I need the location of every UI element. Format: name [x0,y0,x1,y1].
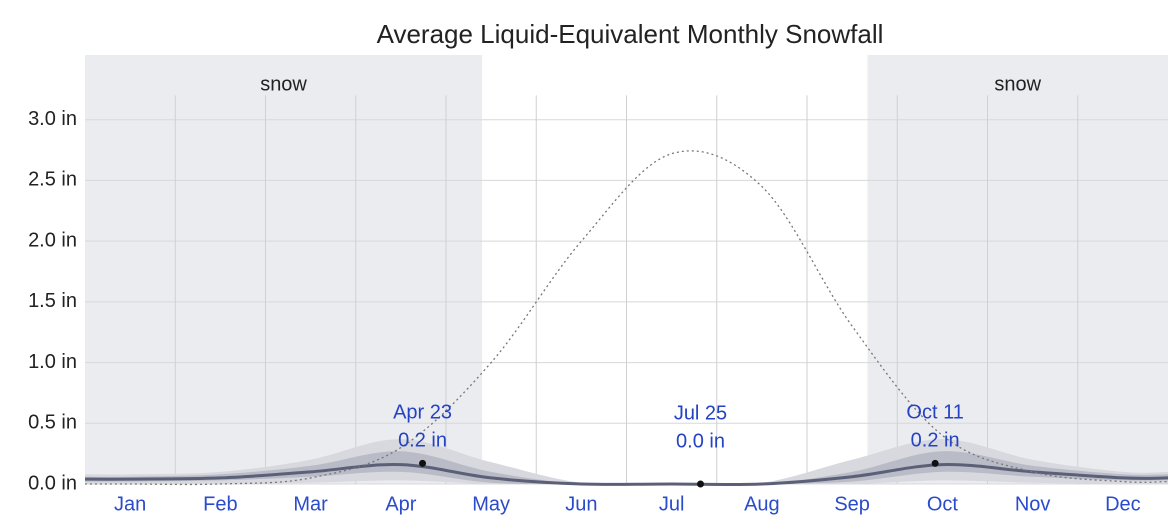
region-label: snow [260,73,307,95]
chart-title: Average Liquid-Equivalent Monthly Snowfa… [377,19,884,49]
x-tick-label: Jun [565,493,597,515]
annotation-point [931,459,939,467]
x-tick-label: Sep [834,493,870,515]
annotation-point [419,459,427,467]
region-label: snow [994,73,1041,95]
annotation-point [697,480,705,488]
x-tick-label: Nov [1015,493,1051,515]
x-tick-label: Aug [744,493,780,515]
annotation-value: 0.2 in [911,430,960,452]
x-tick-label: Jan [114,493,146,515]
x-tick-label: Jul [659,493,685,515]
annotation-value: 0.0 in [676,430,725,452]
y-tick-label: 2.0 in [28,229,77,251]
y-tick-label: 2.5 in [28,169,77,191]
x-tick-label: Feb [203,493,237,515]
annotation-date: Jul 25 [674,402,727,424]
x-tick-label: Mar [293,493,328,515]
x-tick-label: Oct [927,493,959,515]
annotation-date: Apr 23 [393,402,452,424]
y-tick-label: 3.0 in [28,108,77,130]
percentile-band [85,451,1168,485]
x-tick-label: Apr [385,493,416,515]
y-tick-label: 1.0 in [28,351,77,373]
x-tick-label: Dec [1105,493,1141,515]
x-tick-label: May [472,493,510,515]
snow-region [867,55,1168,484]
y-tick-label: 0.5 in [28,412,77,434]
annotation-date: Oct 11 [906,402,963,424]
snow-region [85,55,483,484]
annotation-value: 0.2 in [398,430,447,452]
y-tick-label: 1.5 in [28,290,77,312]
y-tick-label: 0.0 in [28,472,77,494]
median-line [84,462,1168,487]
